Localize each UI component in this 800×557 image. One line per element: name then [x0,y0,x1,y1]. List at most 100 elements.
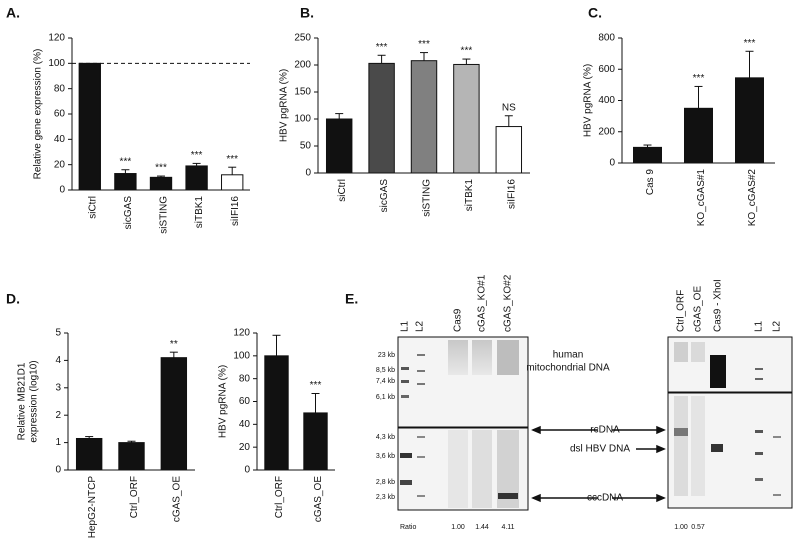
y-axis-label: Relative gene expression (%) [33,49,44,180]
size-label: 23 kb [378,352,395,359]
x-tick-label: HepG2-NTCP [87,476,98,539]
gel-left [397,336,529,511]
y-tick-label: 100 [233,350,250,361]
annotation: *** [376,42,388,53]
y-tick-label: 60 [239,396,251,407]
y-axis-label: HBV pgRNA (%) [218,365,229,438]
y-axis-label: HBV pgRNA (%) [279,69,290,142]
lane-label: L2 [415,320,426,332]
lane-label: Ctrl_ORF [676,290,687,332]
annotation: *** [418,39,430,50]
ratio: 1.00 [674,524,688,531]
mito-label: mitochondrial DNA [526,363,610,374]
x-tick-label: KO_cGAS#2 [747,169,758,227]
lane-label: L1 [400,320,411,332]
y-tick-label: 100 [48,58,65,69]
bar [160,357,188,471]
size-label: 8,5 kb [376,367,395,374]
x-tick-label: siCtrl [337,179,348,202]
x-tick-label: siTBK1 [464,179,475,212]
size-label: 2,8 kb [376,479,395,486]
ratio: 1.44 [475,524,489,531]
annotation: *** [461,46,473,57]
panel-label: A. [6,5,20,21]
annotation: *** [744,38,756,49]
x-tick-label: Ctrl_ORF [129,476,140,518]
y-tick-label: 20 [54,159,66,170]
bar [118,442,145,471]
y-tick-label: 120 [233,328,250,339]
bar [495,126,523,174]
panel-label: B. [300,5,314,21]
y-tick-label: 0 [305,168,311,179]
y-axis-label: HBV pgRNA (%) [583,64,594,137]
ratio: 0.57 [691,524,705,531]
lane-label: L2 [772,320,783,332]
y-tick-label: 0 [55,465,61,476]
y-tick-label: 40 [239,419,251,430]
y-tick-label: 1 [55,437,61,448]
size-label: 7,4 kb [376,378,395,385]
bar [368,62,395,174]
bar [410,60,438,174]
y-axis-label: Relative MB21D1 [17,362,28,440]
x-tick-label: siIFI16 [506,179,517,209]
y-tick-label: 60 [54,109,66,120]
lane-label: cGAS_KO#2 [503,274,514,332]
y-tick-label: 600 [598,64,615,75]
y-tick-label: 0 [609,158,615,169]
y-tick-label: 200 [294,60,311,71]
bar [633,146,662,164]
annotation: *** [155,163,167,174]
lane-label: cGAS_OE [693,286,704,332]
bar [75,437,103,471]
dsl-label: dsl HBV DNA [570,444,630,455]
x-tick-label: siSTING [159,196,170,234]
x-tick-label: siIFI16 [230,196,241,226]
annotation: *** [693,73,705,84]
annotation: ** [170,339,178,350]
bar [221,174,244,191]
size-label: 4,3 kb [376,434,395,441]
lane-label: Cas9 [453,308,464,332]
y-tick-label: 20 [239,442,251,453]
x-tick-label: KO_cGAS#1 [696,169,707,227]
x-tick-label: Ctrl_ORF [274,476,285,518]
y-tick-label: 250 [294,33,311,44]
y-tick-label: 80 [54,83,66,94]
bar [735,77,764,164]
y-tick-label: 100 [294,114,311,125]
ratio: 1.00 [451,524,465,531]
lane-label: L1 [754,320,765,332]
y-tick-label: 80 [239,373,251,384]
y-tick-label: 0 [59,185,65,196]
lane-label: Cas9 - XhoI [713,279,724,332]
annotation: *** [191,150,203,161]
y-tick-label: 3 [55,382,61,393]
y-tick-label: 5 [55,328,61,339]
y-tick-label: 40 [54,134,66,145]
y-axis-label: expression (log10) [29,360,40,442]
y-tick-label: 400 [598,95,615,106]
mito-label: human [553,350,584,361]
bar [149,176,173,191]
rc-label: rcDNA [590,425,620,436]
bar [303,412,328,471]
panel-label: C. [588,5,602,21]
x-tick-label: cGAS_OE [313,476,324,522]
annotation: *** [120,156,132,167]
x-tick-label: Cas 9 [645,169,656,196]
bar [453,63,480,174]
gel-right [667,336,793,509]
y-tick-label: 200 [598,126,615,137]
panel-label: D. [6,291,20,307]
x-tick-label: cGAS_OE [171,476,182,522]
bar [325,118,353,174]
x-tick-label: sicGAS [123,196,134,230]
y-tick-label: 150 [294,87,311,98]
lane-label: cGAS_KO#1 [477,274,488,332]
size-label: 3,6 kb [376,453,395,460]
y-tick-label: 800 [598,33,615,44]
y-tick-label: 2 [55,410,61,421]
